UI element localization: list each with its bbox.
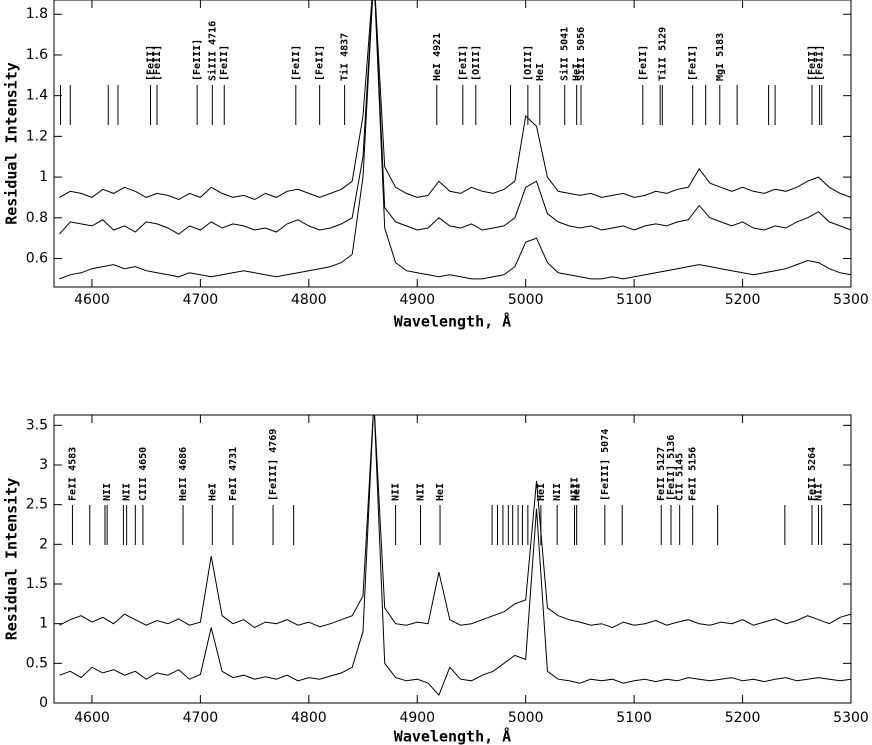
line-label: [OIII] <box>523 45 534 81</box>
spectrum-line <box>59 415 851 697</box>
x-tick-label: 4900 <box>399 292 435 308</box>
y-tick-label: 1.5 <box>26 576 48 592</box>
line-label: HeI <box>535 63 546 81</box>
line-label: NII <box>122 483 133 501</box>
line-label: HeII 4686 <box>178 447 189 501</box>
y-axis-label: Residual Intensity <box>3 62 21 225</box>
x-tick-label: 4700 <box>183 710 219 726</box>
line-label: [FeIII] <box>192 39 203 81</box>
spectrum-line <box>59 0 851 280</box>
x-axis-label: Wavelength, Å <box>394 727 511 745</box>
line-label: [FeII] <box>152 45 163 81</box>
y-tick-label: 1.6 <box>26 47 48 63</box>
x-tick-label: 5100 <box>616 292 652 308</box>
line-label: NIII <box>569 477 580 501</box>
line-label: NII <box>416 483 427 501</box>
y-tick-label: 2 <box>39 536 48 552</box>
line-label: SiIII 4716 <box>206 21 218 81</box>
x-axis-label: Wavelength, Å <box>394 312 511 331</box>
line-label: SiII 5056 <box>575 27 587 81</box>
x-tick-label: 4700 <box>183 292 219 308</box>
spectrum-line <box>59 0 851 235</box>
line-label: NII <box>552 483 563 501</box>
x-tick-label: 4800 <box>291 292 327 308</box>
y-tick-label: 1.8 <box>26 6 48 22</box>
line-label: [FeII] <box>291 45 302 81</box>
line-label: HeI <box>536 483 547 501</box>
line-label: [FeII] <box>815 45 826 81</box>
line-label: CII 5145 <box>675 453 686 501</box>
x-tick-label: 4800 <box>291 710 327 726</box>
line-label: MgI 5183 <box>715 33 726 81</box>
line-label: TiII 5129 <box>656 27 668 81</box>
y-tick-label: 1 <box>39 169 48 185</box>
y-axis-label: Residual Intensity <box>3 478 21 641</box>
line-label: HeI 4921 <box>432 33 443 81</box>
line-label: [FeII] <box>458 45 469 81</box>
y-tick-label: 0.6 <box>26 251 48 267</box>
y-tick-label: 0.8 <box>26 210 48 226</box>
spectrum-line <box>59 415 851 629</box>
line-label: FeII 5127 <box>656 447 667 501</box>
line-label: NII <box>102 483 113 501</box>
spectra <box>59 415 851 697</box>
line-label: [FeII] <box>219 45 230 81</box>
y-tick-label: 0.5 <box>26 655 48 671</box>
x-tick-label: 4900 <box>399 710 435 726</box>
plot-frame <box>53 0 852 288</box>
x-tick-label: 5000 <box>508 710 544 726</box>
line-label: [FeIII] 4769 <box>268 429 279 501</box>
x-tick-label: 5200 <box>725 292 761 308</box>
x-tick-label: 5000 <box>508 292 544 308</box>
y-tick-label: 1 <box>39 616 48 632</box>
line-label: CIII 4650 <box>138 447 149 501</box>
line-label: HeI <box>572 63 583 81</box>
y-tick-label: 0 <box>39 695 48 711</box>
line-label: SiII 5041 <box>559 27 571 81</box>
x-tick-label: 5300 <box>833 292 869 308</box>
line-label: FeII 5156 <box>688 447 699 501</box>
line-label: NII <box>813 483 824 501</box>
line-label: NII <box>391 483 402 501</box>
y-tick-label: 3 <box>39 457 48 473</box>
y-tick-label: 1.4 <box>26 88 48 104</box>
x-tick-label: 4600 <box>74 292 110 308</box>
line-label: FeII 5264 <box>807 447 818 501</box>
line-label: [FeIII] 5074 <box>600 429 611 501</box>
line-label: [OIII] <box>471 45 482 81</box>
y-tick-label: 2.5 <box>26 497 48 513</box>
line-label: [FeII] <box>146 45 157 81</box>
spectrum-line <box>59 0 851 201</box>
line-label: HeI <box>207 483 218 501</box>
line-label: FeII 4583 <box>67 447 78 501</box>
spectra <box>59 0 851 280</box>
line-label: FeII 4731 <box>228 447 239 501</box>
line-label: [FeII] <box>315 45 326 81</box>
x-tick-label: 5300 <box>833 710 869 726</box>
line-label: [FeII] 5136 <box>666 435 677 501</box>
line-label: [FeII] <box>638 45 649 81</box>
y-tick-label: 1.2 <box>26 128 48 144</box>
x-tick-label: 4600 <box>74 710 110 726</box>
line-label: HeI <box>572 483 583 501</box>
line-label: TiI 4837 <box>339 33 351 81</box>
line-label: [FeII] <box>807 45 818 81</box>
y-tick-label: 3.5 <box>26 417 48 433</box>
x-tick-label: 5100 <box>616 710 652 726</box>
x-tick-label: 5200 <box>725 710 761 726</box>
line-label: [FeII] <box>688 45 699 81</box>
plot-frame <box>53 414 852 704</box>
line-label: HeI <box>435 483 446 501</box>
